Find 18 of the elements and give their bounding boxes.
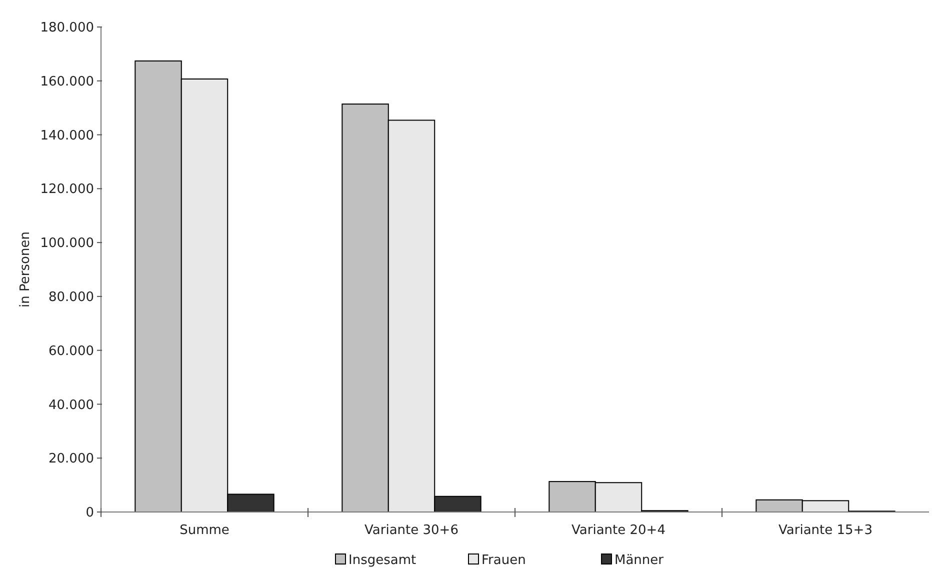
- legend-label: Frauen: [482, 553, 526, 568]
- x-tick-label: Variante 20+4: [572, 523, 666, 538]
- legend-label: Männer: [614, 553, 664, 568]
- y-tick-label: 20.000: [48, 452, 94, 467]
- y-tick-label: 40.000: [48, 398, 94, 413]
- x-tick-label: Variante 30+6: [364, 523, 458, 538]
- y-tick-label: 160.000: [40, 74, 94, 90]
- y-tick-label: 100.000: [40, 236, 94, 252]
- y-axis-title: in Personen: [18, 232, 33, 308]
- y-tick-label: 0: [86, 506, 94, 521]
- x-tick-label: Summe: [180, 523, 230, 538]
- y-tick-label: 80.000: [48, 290, 94, 305]
- y-tick-label: 180.000: [40, 20, 94, 36]
- y-tick-label: 140.000: [40, 128, 94, 144]
- y-tick-label: 120.000: [40, 182, 94, 198]
- legend-label: Insgesamt: [348, 553, 416, 568]
- y-tick-label: 60.000: [48, 344, 94, 359]
- x-tick-label: Variante 15+3: [778, 523, 872, 538]
